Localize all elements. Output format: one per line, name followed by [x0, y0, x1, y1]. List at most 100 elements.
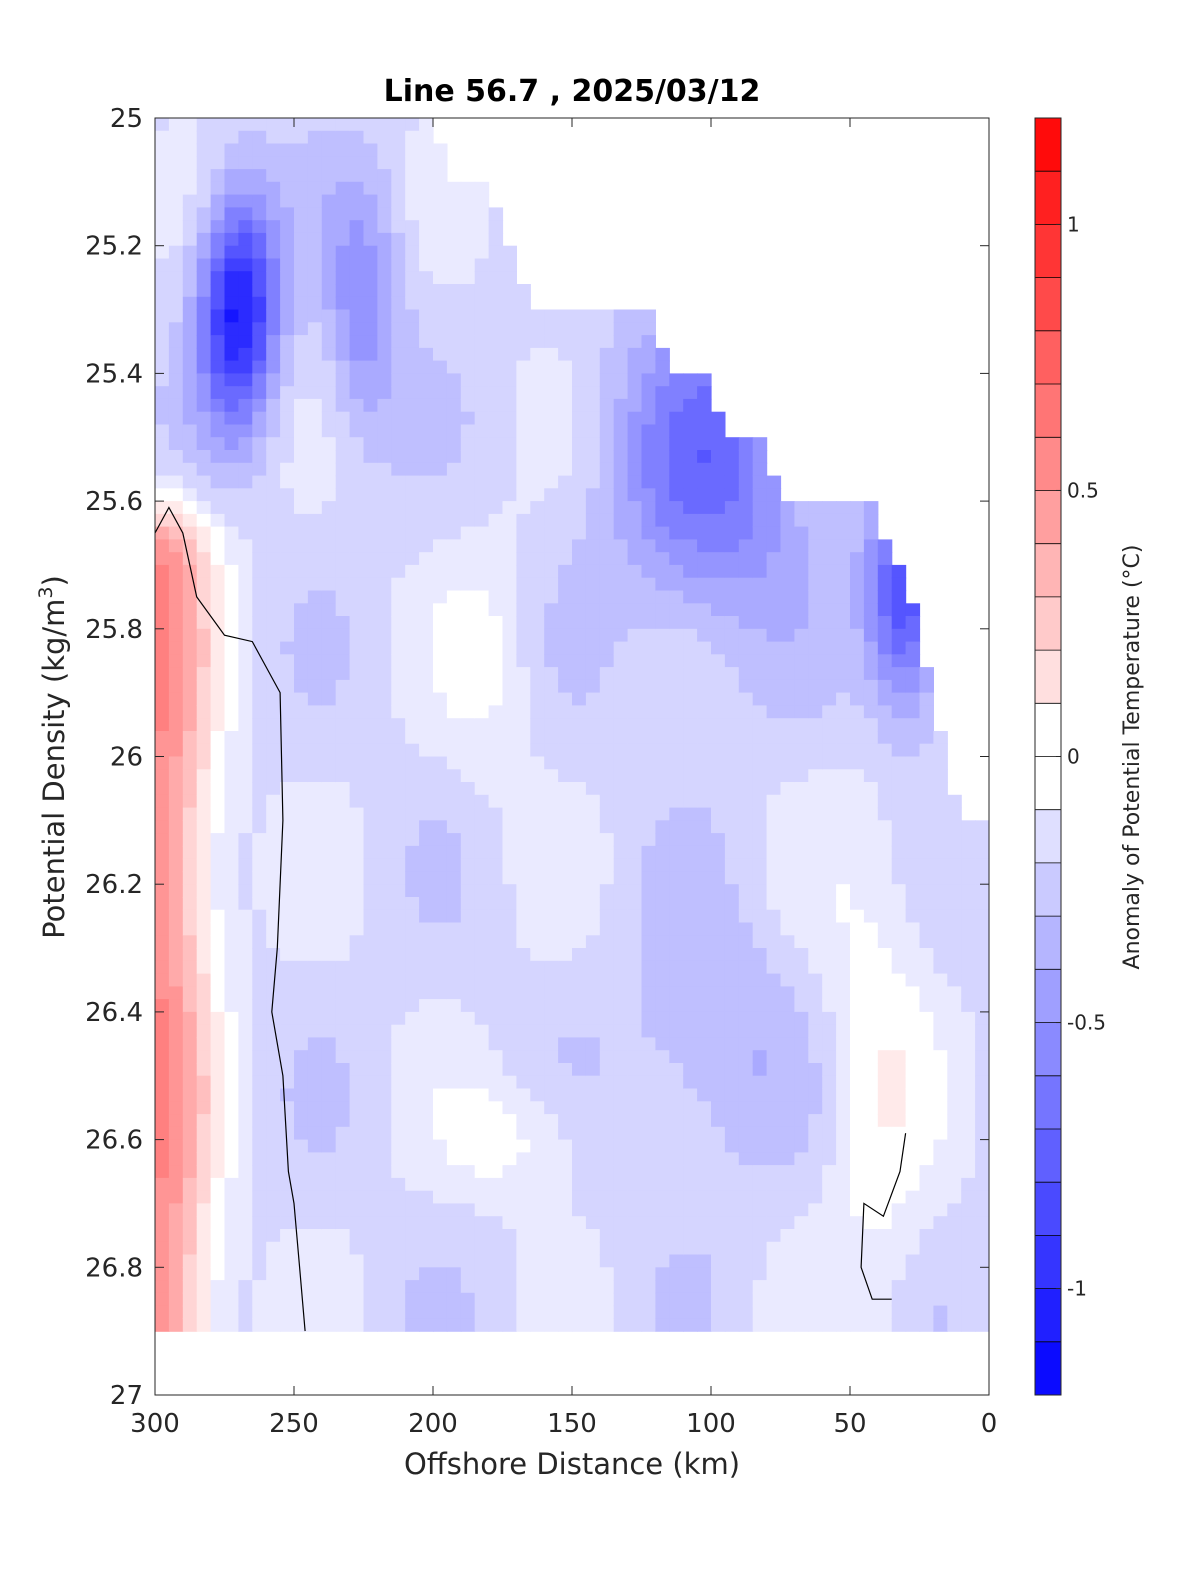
contour-cell-2714 [558, 769, 573, 783]
contour-cell-1254 [335, 360, 351, 374]
contour-cell-3104 [627, 641, 643, 655]
contour-cell-3426 [683, 833, 698, 847]
contour-cell-1739 [405, 488, 420, 502]
contour-cell-1900 [433, 143, 448, 157]
contour-cell-2646 [544, 922, 559, 936]
contour-cell-3462 [683, 1292, 698, 1307]
contour-cell-2050 [446, 909, 462, 924]
contour-cell-2293 [488, 590, 504, 604]
contour-cell-3615 [724, 475, 740, 489]
contour-cell-2027 [446, 616, 462, 630]
contour-cell-1243 [335, 220, 351, 234]
contour-cell-1826 [419, 386, 434, 400]
contour-cell-3521 [697, 1088, 712, 1102]
contour-cell-2403 [502, 909, 517, 924]
contour-cell-2997 [599, 1318, 615, 1332]
contour-cell-3921 [780, 909, 795, 924]
contour-cell-1260 [335, 437, 351, 451]
contour-cell-410 [210, 501, 226, 515]
contour-cell-1258 [335, 411, 351, 426]
contour-cell-2125 [460, 718, 476, 732]
contour-cell-102 [168, 207, 184, 221]
contour-cell-988 [294, 603, 309, 617]
contour-cell-4028 [808, 616, 823, 630]
contour-cell-1285 [335, 756, 351, 770]
contour-cell-1606 [377, 1216, 392, 1230]
contour-cell-3246 [655, 450, 670, 464]
contour-cell-1615 [391, 118, 406, 132]
contour-cell-2492 [516, 999, 531, 1013]
contour-cell-326 [196, 641, 212, 655]
contour-cell-2383 [502, 654, 517, 668]
contour-cell-2165 [460, 1229, 476, 1243]
contour-cell-1609 [377, 1254, 392, 1268]
contour-cell-2123 [460, 692, 476, 706]
contour-cell-4706 [975, 845, 989, 860]
contour-cell-3572 [711, 820, 726, 834]
contour-cell-2340 [488, 1190, 504, 1205]
contour-cell-308 [196, 411, 212, 426]
contour-cell-4590 [933, 922, 948, 936]
contour-cell-2762 [572, 360, 587, 374]
contour-cell-3873 [766, 1126, 782, 1141]
contour-cell-2023 [446, 564, 462, 579]
contour-cell-1005 [294, 820, 309, 834]
contour-cell-4088 [822, 552, 837, 566]
contour-cell-4180 [836, 897, 851, 911]
contour-cell-323 [196, 603, 212, 617]
contour-cell-4735 [975, 1216, 989, 1230]
contour-cell-1956 [433, 858, 448, 873]
contour-cell-3920 [780, 897, 795, 911]
contour-cell-725 [252, 884, 267, 898]
contour-cell-1861 [419, 833, 434, 847]
contour-cell-1752 [405, 654, 420, 668]
contour-cell-2321 [488, 948, 504, 962]
contour-cell-805 [266, 692, 281, 706]
contour-cell-2223 [474, 820, 490, 834]
contour-cell-1466 [363, 641, 378, 655]
contour-cell-559 [224, 1190, 239, 1205]
contour-cell-2641 [544, 858, 559, 873]
contour-cell-1694 [391, 1126, 406, 1141]
contour-cell-537 [224, 909, 239, 924]
contour-cell-1291 [335, 833, 351, 847]
contour-cell-2701 [558, 603, 573, 617]
contour-cell-2561 [530, 858, 545, 873]
contour-cell-4674 [961, 948, 976, 962]
contour-cell-4461 [891, 1267, 907, 1281]
contour-cell-4700 [961, 1280, 976, 1294]
contour-cell-4699 [961, 1267, 976, 1281]
contour-cell-2176 [474, 220, 490, 234]
contour-cell-1679 [391, 935, 406, 949]
contour-cell-3697 [738, 628, 754, 643]
contour-cell-1036 [294, 1216, 309, 1230]
contour-cell-288 [196, 156, 212, 170]
contour-cell-4539 [919, 871, 934, 885]
contour-cell-4580 [933, 794, 948, 809]
colorbar-segment-3 [1035, 1182, 1061, 1236]
contour-cell-3212 [641, 999, 656, 1013]
contour-cell-2700 [558, 590, 573, 604]
contour-cell-1954 [433, 833, 448, 847]
contour-cell-1921 [433, 411, 448, 426]
contour-cell-3845 [766, 769, 782, 783]
contour-cell-4660 [947, 1280, 962, 1294]
contour-cell-1618 [391, 156, 406, 170]
contour-cell-1955 [433, 845, 448, 860]
contour-cell-3807 [752, 1139, 768, 1153]
contour-cell-2047 [446, 871, 462, 885]
contour-cell-471 [210, 1280, 226, 1294]
contour-cell-474 [210, 1318, 226, 1332]
contour-cell-3816 [752, 1254, 768, 1268]
contour-cell-584 [238, 296, 253, 311]
contour-cell-685 [252, 373, 267, 387]
contour-cell-2334 [488, 1114, 504, 1128]
contour-cell-3237 [641, 1318, 656, 1332]
contour-cell-3794 [752, 973, 768, 987]
contour-cell-8 [155, 220, 170, 234]
contour-cell-4670 [961, 897, 976, 911]
contour-cell-4430 [891, 871, 907, 885]
contour-cell-2237 [474, 999, 490, 1013]
contour-cell-1515 [363, 1267, 378, 1281]
contour-cell-4189 [836, 1011, 851, 1026]
